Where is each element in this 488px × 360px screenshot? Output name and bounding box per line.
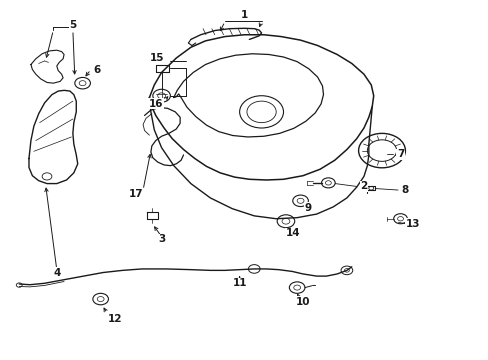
Text: 16: 16 (148, 99, 163, 109)
Text: 17: 17 (129, 189, 143, 199)
Text: 2: 2 (360, 181, 367, 192)
Text: 8: 8 (401, 185, 408, 195)
Text: 11: 11 (232, 278, 246, 288)
Text: 6: 6 (93, 64, 100, 75)
Text: 4: 4 (53, 267, 61, 278)
Text: 1: 1 (241, 10, 247, 20)
Text: 13: 13 (405, 219, 419, 229)
Text: 10: 10 (295, 297, 309, 307)
Text: 3: 3 (158, 234, 165, 244)
Text: 12: 12 (108, 314, 122, 324)
Text: 15: 15 (149, 53, 163, 63)
Text: 7: 7 (396, 149, 404, 159)
Text: 14: 14 (285, 228, 300, 238)
Text: 9: 9 (304, 203, 311, 213)
Text: 5: 5 (69, 20, 76, 30)
